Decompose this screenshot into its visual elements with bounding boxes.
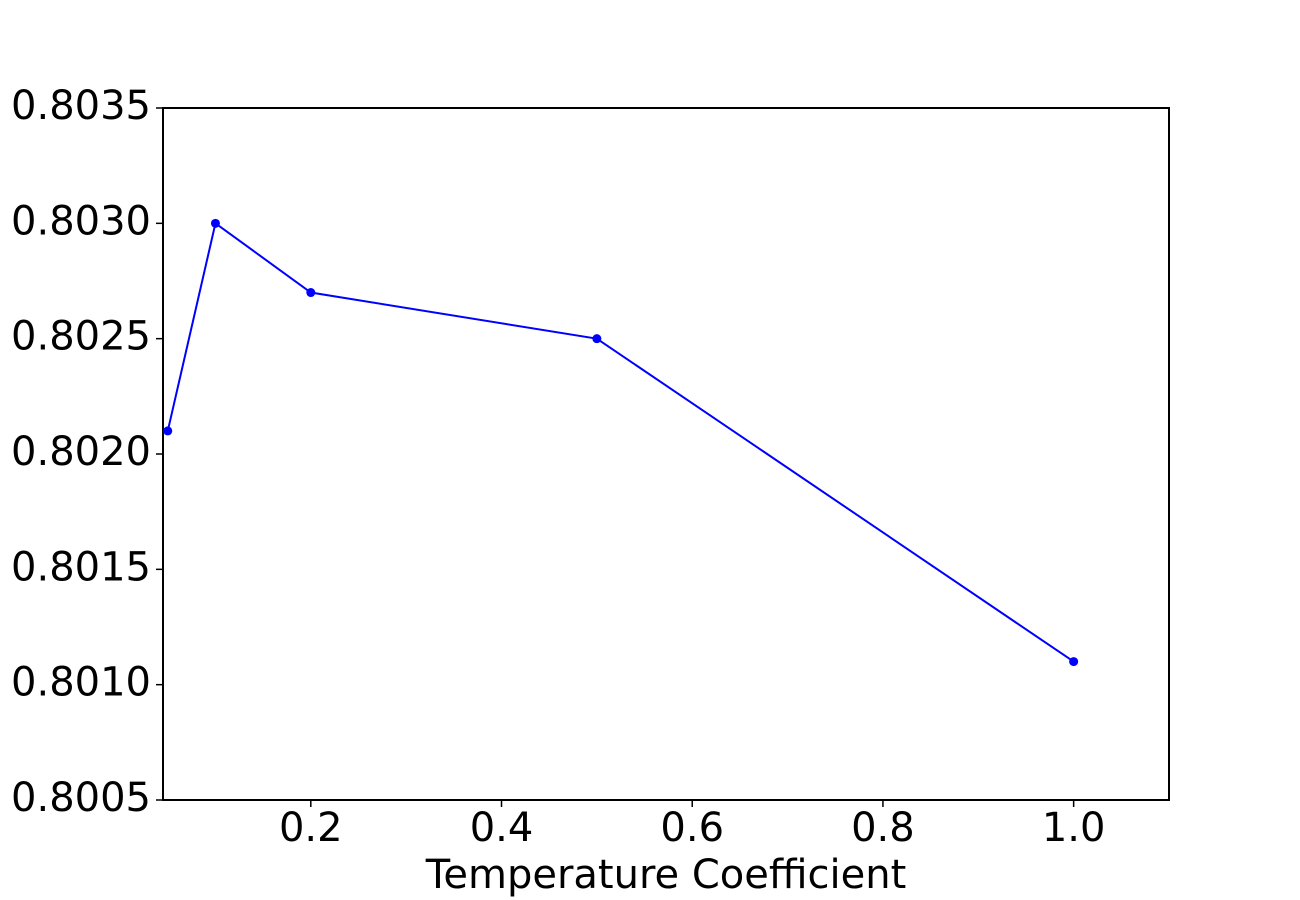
series-line (166, 221, 1075, 663)
y-tick-label: 0.8005 (11, 775, 151, 821)
data-point (210, 218, 220, 228)
data-point (1069, 657, 1079, 667)
y-tick-label: 0.8020 (11, 429, 151, 475)
plot-frame (162, 107, 1170, 801)
x-tick-label: 1.0 (1042, 805, 1106, 851)
y-tick-label: 0.8025 (11, 314, 151, 360)
y-tick-label: 0.8015 (11, 544, 151, 590)
x-tick-label: 0.2 (279, 805, 343, 851)
data-point (306, 288, 316, 298)
x-tick-label: 0.8 (851, 805, 915, 851)
y-tick-label: 0.8010 (11, 660, 151, 706)
y-tick-label: 0.8030 (11, 198, 151, 244)
data-point (592, 334, 602, 344)
y-tick-label: 0.8035 (11, 83, 151, 129)
x-tick-label: 0.4 (470, 805, 534, 851)
data-point (163, 426, 173, 436)
x-tick-label: 0.6 (660, 805, 724, 851)
x-axis-label: Temperature Coefficient (425, 852, 907, 898)
